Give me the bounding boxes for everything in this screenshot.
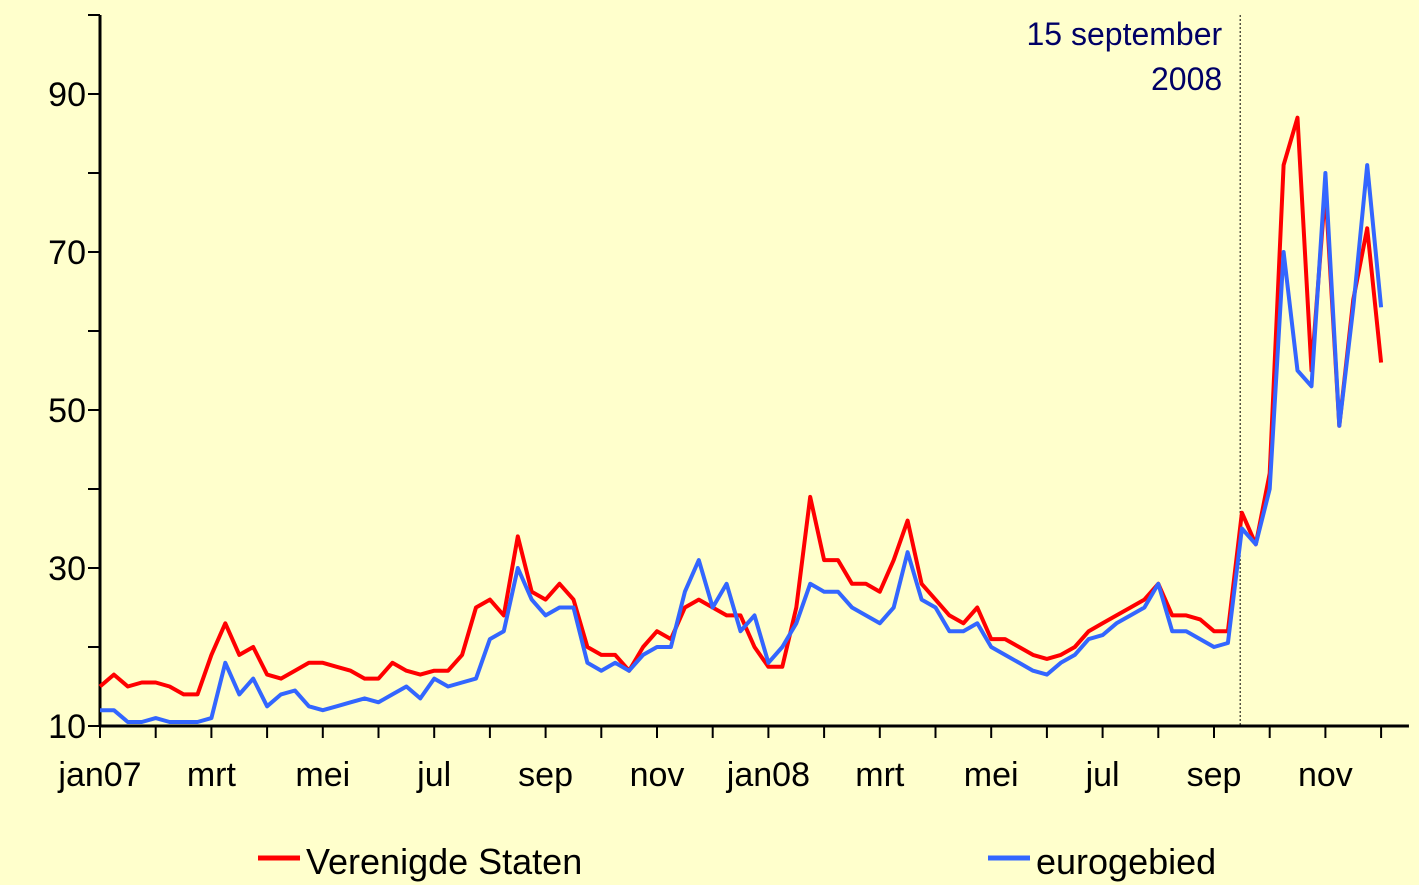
series-line <box>98 115 1384 697</box>
x-tick-label: mrt <box>855 756 905 794</box>
x-tick-label: nov <box>1298 756 1353 794</box>
legend-label: Verenigde Staten <box>306 841 582 882</box>
x-tick-label: mrt <box>187 756 237 794</box>
x-tick-label: mei <box>964 756 1019 794</box>
x-tick-label: nov <box>630 756 685 794</box>
y-tick-label: 30 <box>48 550 86 588</box>
x-tick-label: jul <box>416 756 451 794</box>
annotation: 2008 <box>1151 61 1222 97</box>
x-tick-label: jan07 <box>57 756 141 794</box>
y-tick-label: 50 <box>48 392 86 430</box>
legend-label: eurogebied <box>1036 841 1216 882</box>
y-tick-label: 70 <box>48 234 86 272</box>
series-line <box>100 163 1384 724</box>
x-tick-label: mei <box>295 756 350 794</box>
x-tick-label: sep <box>518 756 573 794</box>
y-tick-label: 10 <box>48 708 86 746</box>
annotation: 15 september <box>1027 16 1223 52</box>
x-tick-label: jul <box>1085 756 1120 794</box>
y-tick-label: 90 <box>48 76 86 114</box>
x-tick-label: sep <box>1187 756 1242 794</box>
x-tick-label: jan08 <box>726 756 810 794</box>
